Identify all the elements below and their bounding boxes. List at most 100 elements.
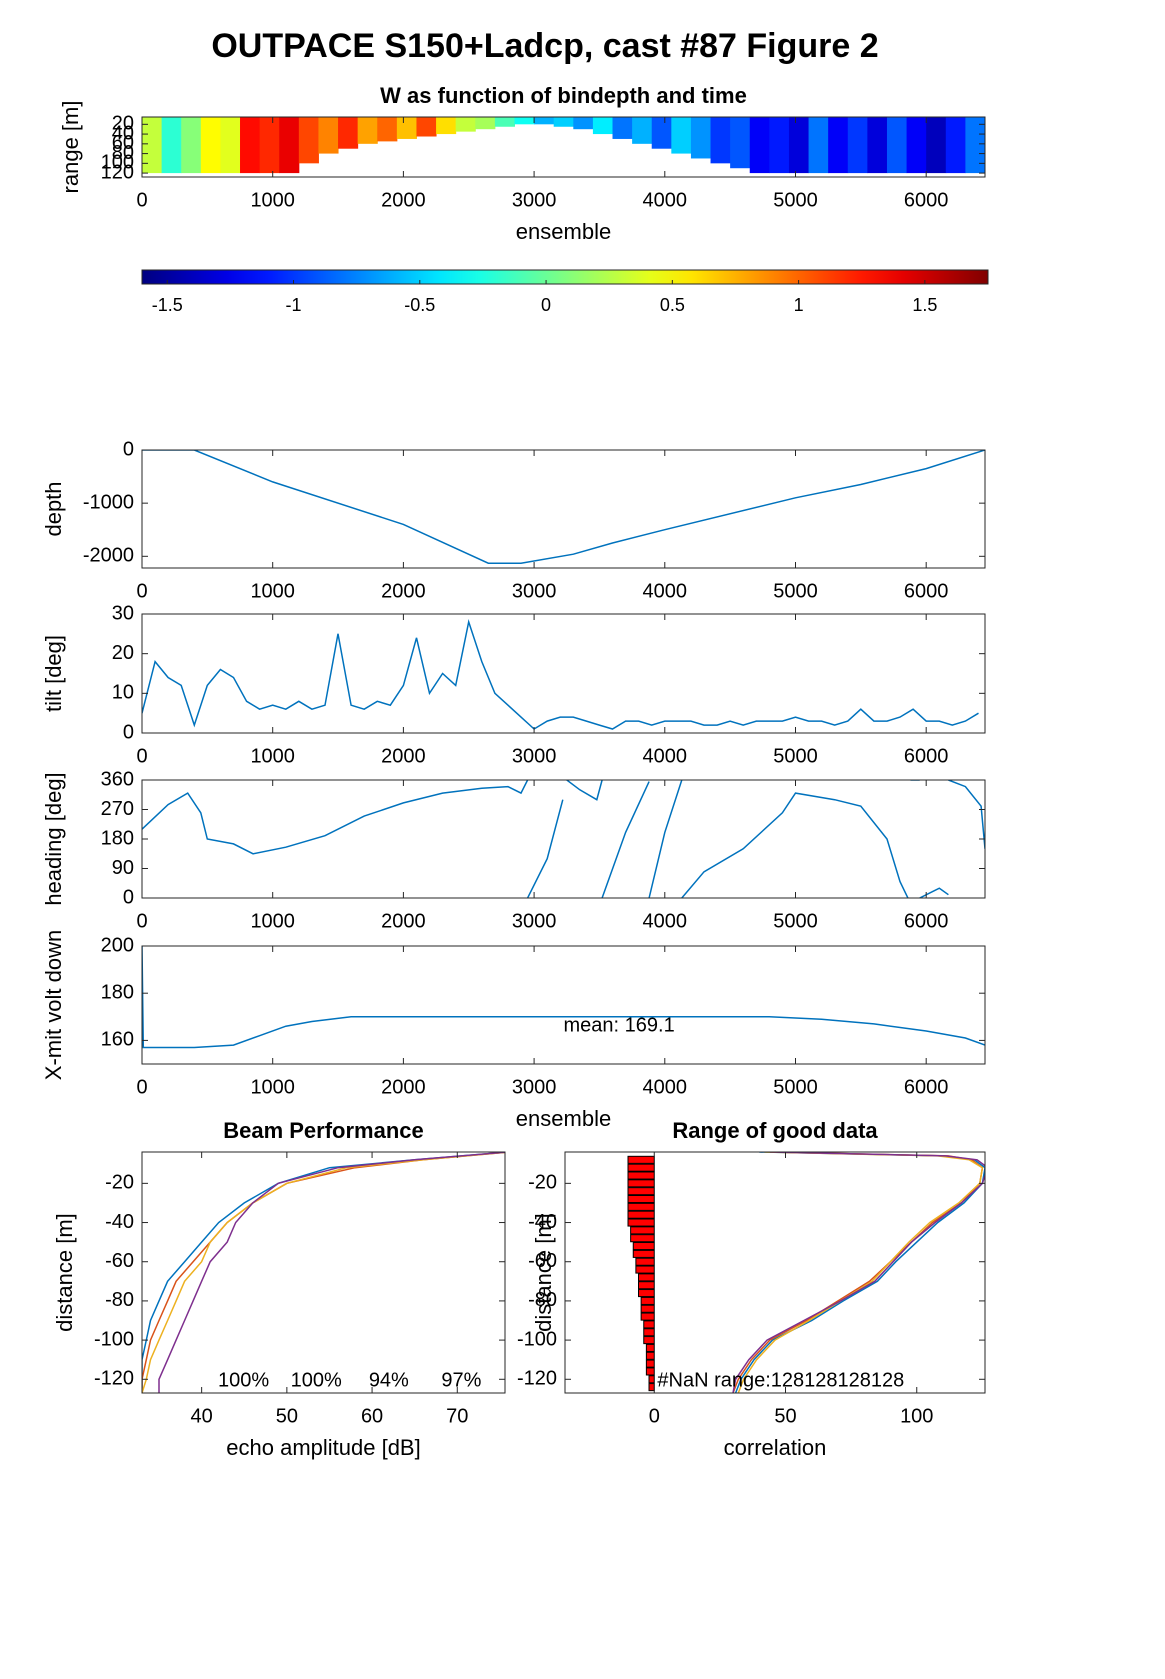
y-axis-label: distance [m] (52, 1213, 77, 1332)
x-tick-label: 5000 (773, 189, 818, 211)
y-axis-label: X-mit volt down (41, 930, 66, 1080)
y-tick-label: 0 (123, 886, 134, 908)
bar (640, 1296, 655, 1305)
bar (630, 1234, 655, 1243)
x-tick-label: 4000 (643, 189, 688, 211)
heatmap-column (965, 117, 985, 174)
data-line (142, 946, 985, 1049)
colorbar-tick-label: 0.5 (660, 295, 685, 315)
colorbar-tick-label: 1 (794, 295, 804, 315)
x-axis-label: correlation (724, 1435, 827, 1460)
annotation: 97% (441, 1369, 481, 1391)
x-tick-label: 50 (774, 1405, 796, 1427)
bar (638, 1281, 655, 1290)
profile-line (142, 1152, 505, 1393)
bar (627, 1187, 655, 1196)
y-axis-label: range [m] (58, 101, 83, 194)
heatmap-column (455, 117, 476, 132)
x-tick-label: 0 (136, 580, 147, 602)
heatmap-column (161, 117, 182, 174)
x-tick-label: 5000 (773, 1076, 818, 1098)
heatmap-column (181, 117, 202, 174)
y-axis-label: tilt [deg] (41, 635, 66, 712)
y-tick-label: 0 (123, 438, 134, 460)
x-tick-label: 60 (361, 1405, 383, 1427)
x-tick-label: 6000 (904, 910, 949, 932)
data-line (142, 618, 979, 730)
y-tick-label: -20 (528, 1172, 557, 1194)
heatmap-column (828, 117, 849, 174)
heatmap-column (436, 117, 457, 135)
y-tick-label: -80 (528, 1289, 557, 1311)
annotation: 94% (369, 1369, 409, 1391)
x-tick-label: 1000 (250, 580, 295, 602)
heatmap-column (690, 117, 712, 159)
bar (645, 1359, 655, 1368)
bar (645, 1343, 655, 1352)
x-tick-label: 1000 (250, 1076, 295, 1098)
colorbar (141, 269, 989, 285)
x-tick-label: 6000 (904, 580, 949, 602)
bar (627, 1163, 655, 1172)
y-tick-label: 360 (101, 768, 134, 790)
heatmap-column (573, 117, 594, 130)
bar (640, 1312, 655, 1321)
bar (627, 1218, 655, 1227)
heatmap-column (259, 117, 280, 174)
heatmap-column (553, 117, 574, 127)
x-tick-label: 1000 (250, 910, 295, 932)
x-tick-label: 6000 (904, 745, 949, 767)
y-tick-label: -120 (517, 1368, 557, 1390)
bar (627, 1194, 655, 1204)
heatmap-column (475, 117, 496, 130)
plot-area (142, 450, 985, 564)
axes-frame (564, 1151, 986, 1394)
x-tick-label: 3000 (512, 1076, 557, 1098)
y-tick-label: -60 (528, 1250, 557, 1272)
heatmap-column (142, 117, 163, 174)
x-tick-label: 6000 (904, 189, 949, 211)
x-tick-label: 100 (900, 1405, 933, 1427)
x-axis-label: ensemble (516, 1106, 611, 1131)
bar (627, 1155, 655, 1164)
heatmap-column (749, 117, 770, 174)
plot-area (627, 1152, 985, 1393)
x-tick-label: 4000 (643, 1076, 688, 1098)
bar (627, 1202, 655, 1211)
y-tick-label: 30 (112, 602, 134, 624)
x-tick-label: 3000 (512, 745, 557, 767)
x-tick-label: 5000 (773, 910, 818, 932)
heatmap-column (494, 117, 515, 127)
bar (643, 1328, 655, 1337)
heatmap-column (867, 117, 888, 174)
axes-title: W as function of bindepth and time (380, 83, 747, 108)
heatmap-column (847, 117, 868, 174)
profile-line (737, 1152, 984, 1393)
bar (648, 1375, 655, 1384)
bar (640, 1304, 655, 1313)
heatmap-column (632, 117, 653, 144)
bar (645, 1351, 655, 1360)
heatmap-column (240, 117, 261, 174)
heatmap-column (945, 117, 966, 174)
y-tick-label: 40 (112, 122, 134, 144)
heatmap-column (808, 117, 829, 174)
x-tick-label: 0 (136, 745, 147, 767)
x-tick-label: 4000 (643, 580, 688, 602)
x-tick-label: 4000 (643, 745, 688, 767)
bar (632, 1242, 655, 1251)
heatmap-column (886, 117, 908, 174)
heatmap-column (534, 117, 555, 125)
y-tick-label: 20 (112, 642, 134, 664)
x-tick-label: 2000 (381, 745, 426, 767)
data-line (142, 450, 985, 564)
x-tick-label: 50 (276, 1405, 298, 1427)
heatmap-column (318, 117, 339, 154)
x-tick-label: 70 (446, 1405, 468, 1427)
bar (643, 1320, 655, 1329)
colorbar-tick-label: 1.5 (912, 295, 937, 315)
x-tick-label: 1000 (250, 189, 295, 211)
x-tick-label: 4000 (643, 910, 688, 932)
heatmap-column (200, 117, 221, 174)
